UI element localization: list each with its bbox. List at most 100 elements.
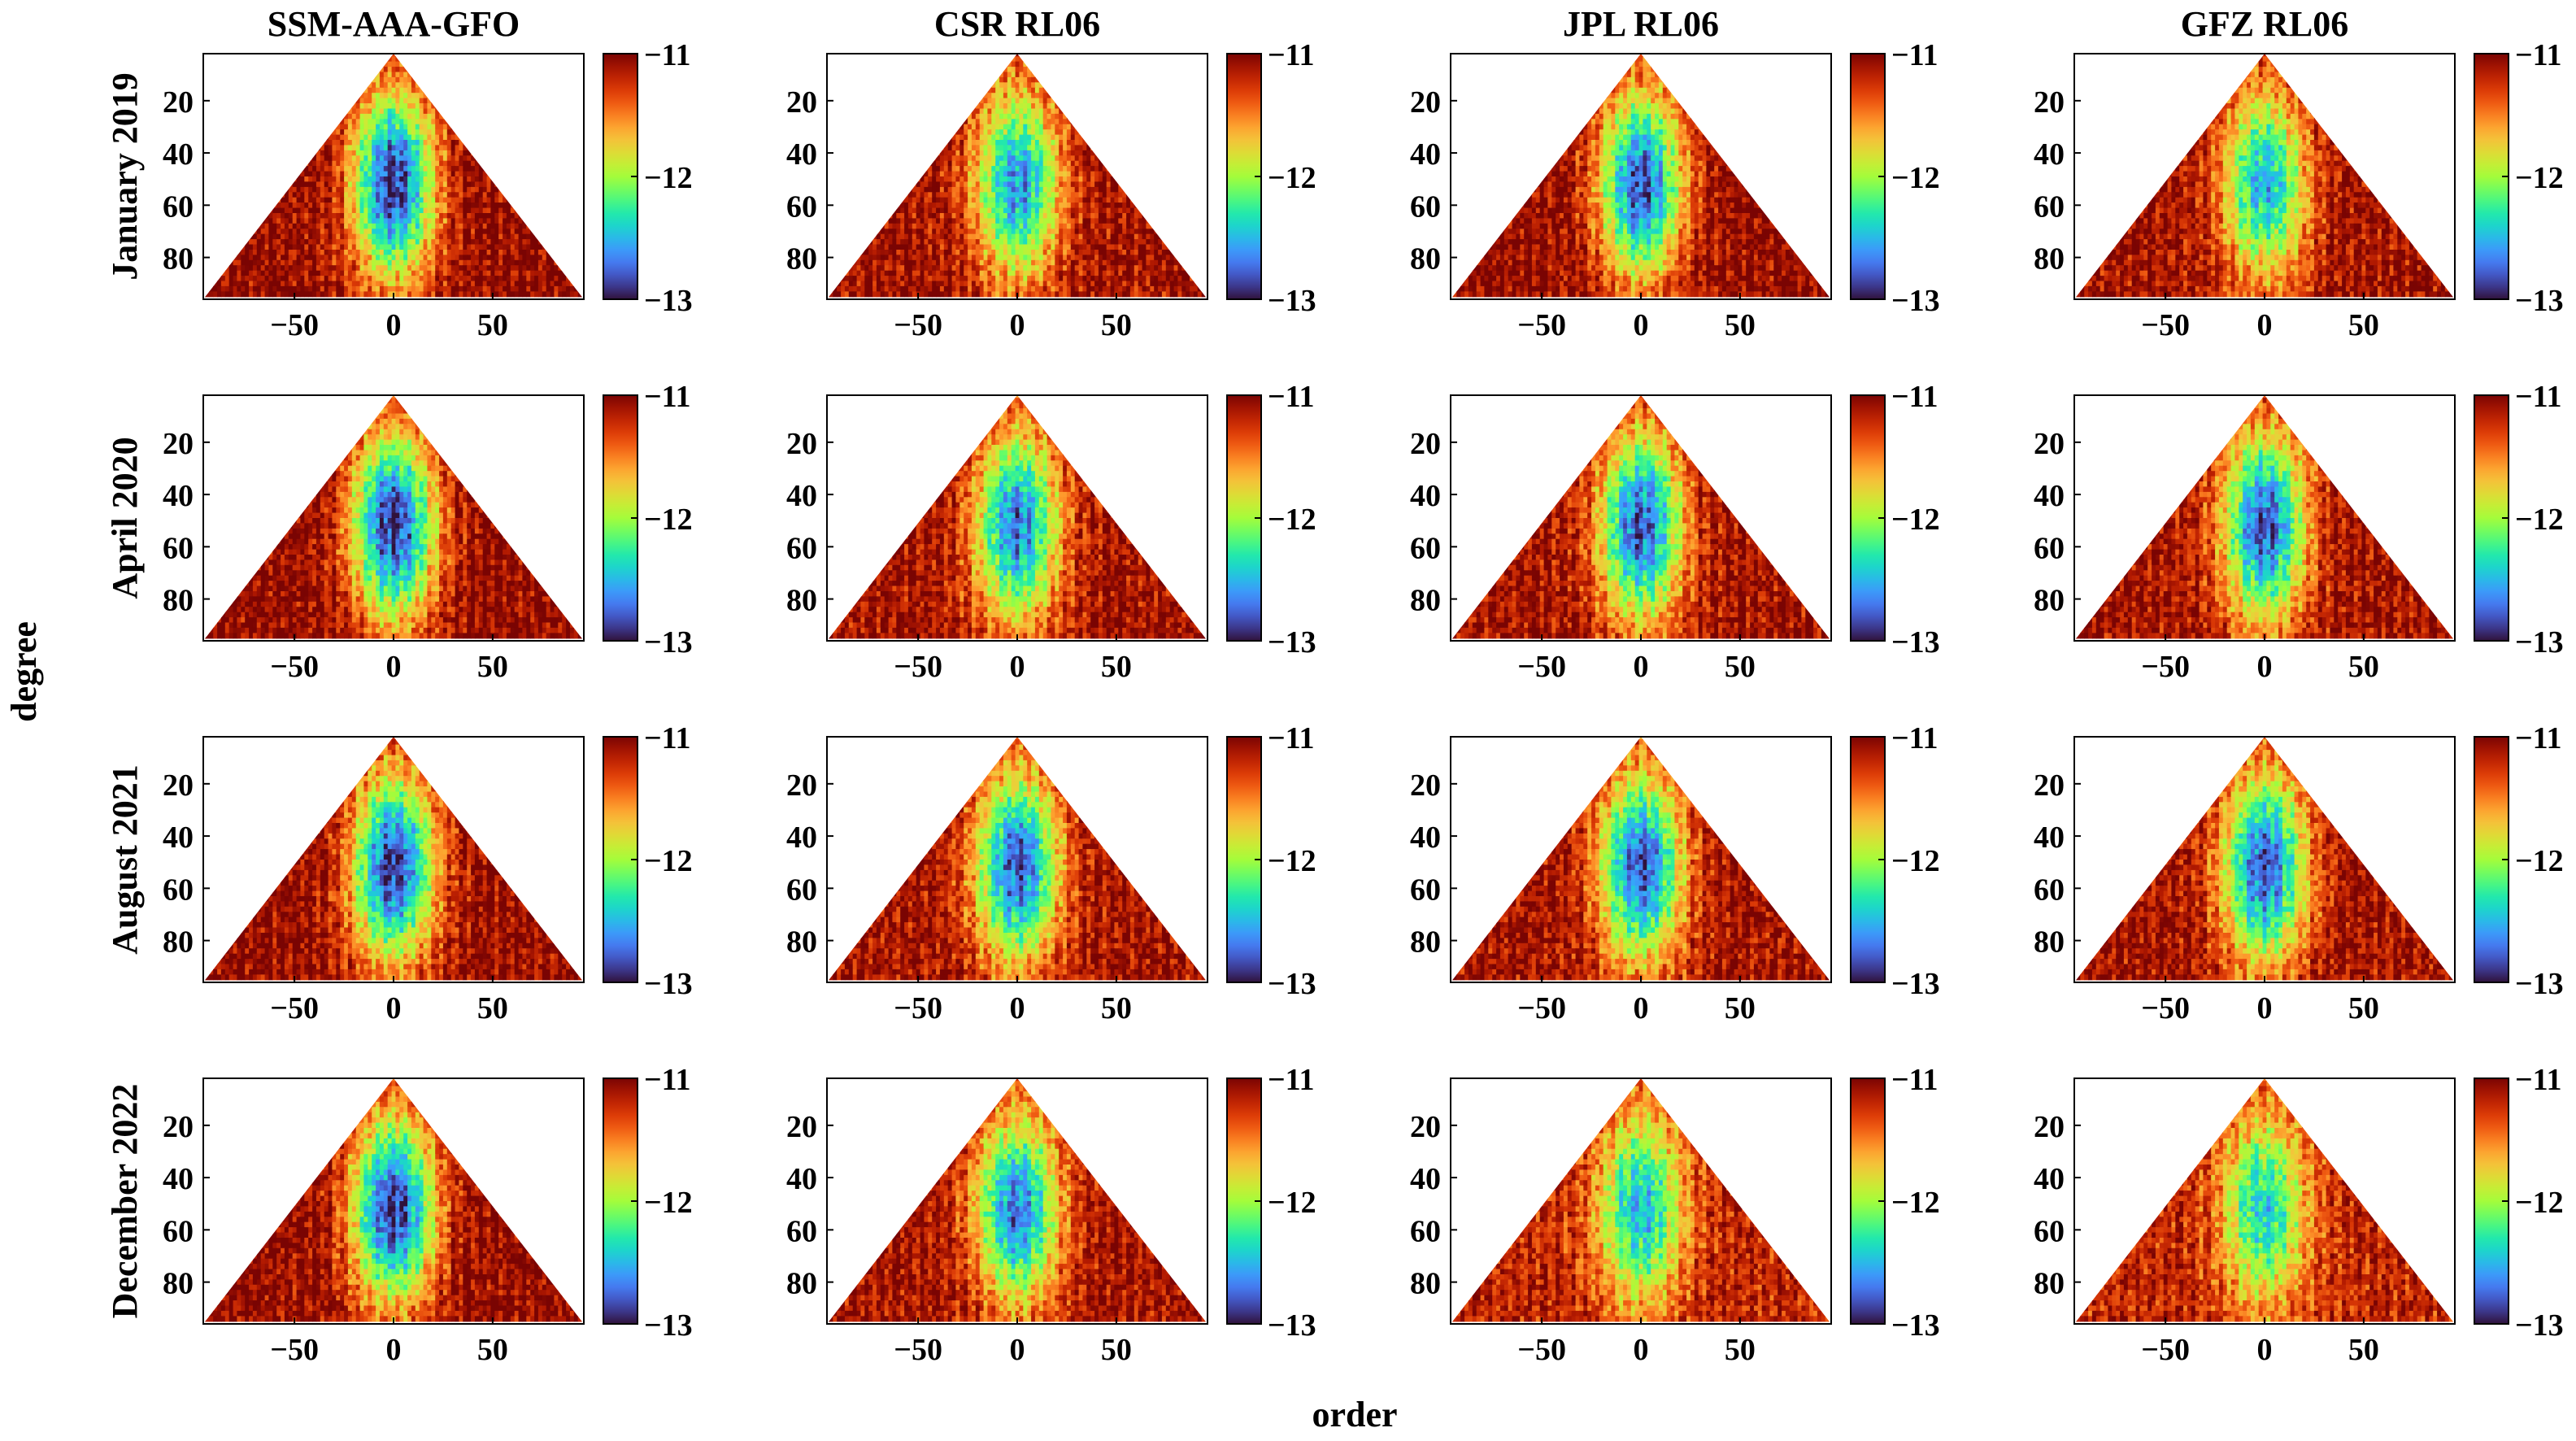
panel-csr-rl06-april-2020: 20 40 60 80 −50 0 50 −11 −12 −13	[786, 380, 1316, 684]
heatmap-cells	[203, 395, 583, 639]
heatmap-cells	[1451, 54, 1830, 298]
x-tick-label: −50	[894, 308, 942, 342]
x-tick-label: 0	[386, 991, 402, 1025]
x-tick-label: −50	[894, 1333, 942, 1367]
column-title: GFZ RL06	[2181, 4, 2349, 44]
x-tick-label: 0	[1634, 650, 1649, 684]
x-tick-label: −50	[1517, 1333, 1566, 1367]
x-tick-label: 50	[2348, 308, 2379, 342]
panel-jpl-rl06-august-2021: 20 40 60 80 −50 0 50 −11 −12 −13	[1410, 721, 1940, 1025]
y-tick-label: 20	[2034, 1110, 2065, 1144]
colorbar-tick-label: −12	[2515, 844, 2564, 878]
y-tick-label: 60	[163, 1214, 194, 1248]
colorbar	[2474, 53, 2509, 300]
heatmap-cells	[2074, 1078, 2454, 1322]
x-tick-label: 50	[1725, 650, 1756, 684]
x-tick-label: 0	[1634, 991, 1649, 1025]
colorbar-tick-label: −12	[1268, 1186, 1316, 1220]
colorbar-tick-label: −13	[2515, 967, 2564, 1001]
y-tick-label: 20	[163, 85, 194, 120]
x-tick-label: 0	[1010, 991, 1025, 1025]
y-tick-label: 80	[163, 925, 194, 960]
y-tick-label: 40	[163, 137, 194, 172]
y-tick-label: 20	[786, 1110, 817, 1144]
colorbar-tick-label: −13	[2515, 625, 2564, 660]
y-tick-label: 20	[163, 1110, 194, 1144]
colorbar-tick-label: −12	[2515, 1186, 2564, 1220]
colorbar-tick-label: −12	[1268, 503, 1316, 537]
y-tick-label: 20	[786, 427, 817, 461]
y-tick-label: 40	[786, 821, 817, 855]
x-tick-label: 0	[1010, 650, 1025, 684]
panel-gfz-rl06-august-2021: 20 40 60 80 −50 0 50 −11 −12 −13	[2034, 721, 2564, 1025]
x-tick-label: −50	[894, 991, 942, 1025]
x-tick-label: 0	[1010, 308, 1025, 342]
colorbar-tick-label: −11	[2515, 380, 2562, 414]
colorbar-tick-label: −13	[2515, 1308, 2564, 1343]
y-tick-label: 80	[2034, 1267, 2065, 1301]
x-tick-label: 0	[1010, 1333, 1025, 1367]
colorbar-tick-label: −11	[644, 38, 691, 72]
y-tick-label: 80	[163, 584, 194, 618]
colorbar-tick-label: −11	[1891, 721, 1939, 755]
x-tick-label: −50	[1517, 991, 1566, 1025]
colorbar-tick-label: −13	[1891, 625, 1940, 660]
y-tick-label: 40	[786, 1162, 817, 1196]
x-tick-label: −50	[2141, 991, 2190, 1025]
x-tick-label: 50	[2348, 991, 2379, 1025]
y-tick-label: 80	[2034, 584, 2065, 618]
x-tick-label: 0	[2257, 650, 2273, 684]
x-tick-label: 0	[2257, 308, 2273, 342]
heatmap-cells	[2074, 54, 2454, 298]
y-tick-label: 40	[2034, 1162, 2065, 1196]
x-tick-label: 0	[2257, 991, 2273, 1025]
y-tick-label: 40	[163, 479, 194, 513]
x-tick-label: −50	[270, 308, 319, 342]
x-tick-label: 50	[1725, 1333, 1756, 1367]
x-tick-label: 0	[386, 1333, 402, 1367]
colorbar-tick-label: −11	[1891, 38, 1939, 72]
x-tick-label: 50	[477, 991, 508, 1025]
colorbar-tick-label: −13	[644, 625, 693, 660]
panel-jpl-rl06-april-2020: 20 40 60 80 −50 0 50 −11 −12 −13	[1410, 380, 1940, 684]
y-tick-label: 60	[1410, 1214, 1441, 1248]
y-tick-label: 60	[2034, 873, 2065, 907]
colorbar-tick-label: −12	[2515, 161, 2564, 195]
colorbar-tick-label: −11	[2515, 38, 2562, 72]
y-tick-label: 80	[163, 1267, 194, 1301]
heatmap-cells	[827, 737, 1207, 981]
x-tick-label: 50	[2348, 650, 2379, 684]
colorbar-tick-label: −13	[1891, 967, 1940, 1001]
heatmap-cells	[2074, 737, 2454, 981]
y-tick-label: 80	[163, 242, 194, 276]
x-tick-label: −50	[270, 650, 319, 684]
x-tick-label: 50	[1101, 650, 1132, 684]
colorbar-tick-label: −13	[1891, 284, 1940, 318]
colorbar-tick-label: −12	[2515, 503, 2564, 537]
x-tick-label: 50	[1725, 991, 1756, 1025]
y-tick-label: 20	[1410, 427, 1441, 461]
column-title: JPL RL06	[1563, 4, 1719, 44]
colorbar-tick-label: −11	[2515, 1063, 2562, 1097]
y-tick-label: 60	[1410, 531, 1441, 565]
row-label: August 2021	[105, 764, 145, 955]
row-label: April 2020	[105, 437, 145, 599]
panel-gfz-rl06-april-2020: 20 40 60 80 −50 0 50 −11 −12 −13	[2034, 380, 2564, 684]
y-axis-label: degree	[4, 621, 44, 722]
y-tick-label: 80	[786, 242, 817, 276]
colorbar-tick-label: −11	[1268, 721, 1315, 755]
colorbar-tick-label: −13	[1268, 1308, 1316, 1343]
colorbar-tick-label: −13	[644, 284, 693, 318]
y-tick-label: 40	[1410, 479, 1441, 513]
colorbar-tick-label: −11	[1268, 38, 1315, 72]
y-tick-label: 80	[786, 1267, 817, 1301]
heatmap-cells	[203, 54, 583, 298]
x-tick-label: 50	[1725, 308, 1756, 342]
x-tick-label: −50	[1517, 650, 1566, 684]
x-axis-label: order	[1312, 1395, 1397, 1434]
colorbar-tick-label: −12	[1891, 161, 1940, 195]
panel-csr-rl06-december-2022: 20 40 60 80 −50 0 50 −11 −12 −13	[786, 1063, 1316, 1367]
y-tick-label: 20	[1410, 1110, 1441, 1144]
y-tick-label: 80	[2034, 925, 2065, 960]
heatmap-cells	[827, 1078, 1207, 1322]
